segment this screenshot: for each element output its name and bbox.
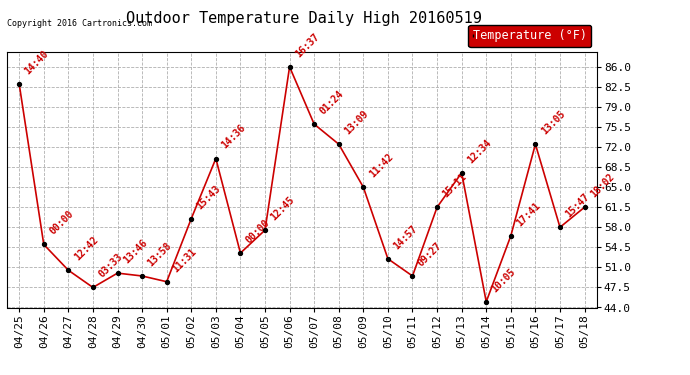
Point xyxy=(382,256,393,262)
Point xyxy=(186,216,197,222)
Point xyxy=(333,141,344,147)
Text: 13:09: 13:09 xyxy=(342,109,371,136)
Text: 03:33: 03:33 xyxy=(97,252,124,280)
Text: Copyright 2016 Cartronics.com: Copyright 2016 Cartronics.com xyxy=(7,20,152,28)
Point xyxy=(14,81,25,87)
Text: 14:36: 14:36 xyxy=(219,123,248,151)
Text: 00:00: 00:00 xyxy=(48,209,75,237)
Point xyxy=(308,121,319,127)
Text: 14:40: 14:40 xyxy=(23,48,51,76)
Point xyxy=(88,285,99,291)
Text: 01:24: 01:24 xyxy=(318,88,346,117)
Text: 15:43: 15:43 xyxy=(195,183,223,211)
Text: 15:47: 15:47 xyxy=(564,192,591,220)
Point xyxy=(456,170,467,176)
Point xyxy=(38,242,49,248)
Text: 11:42: 11:42 xyxy=(367,152,395,180)
Point xyxy=(431,204,442,210)
Point xyxy=(63,267,74,273)
Text: 13:46: 13:46 xyxy=(121,238,149,266)
Text: 12:45: 12:45 xyxy=(268,195,297,222)
Point xyxy=(555,224,566,230)
Point xyxy=(210,156,221,162)
Text: 10:05: 10:05 xyxy=(490,266,518,294)
Text: 18:02: 18:02 xyxy=(589,172,616,200)
Text: Outdoor Temperature Daily High 20160519: Outdoor Temperature Daily High 20160519 xyxy=(126,11,482,26)
Point xyxy=(358,184,369,190)
Point xyxy=(284,64,295,70)
Legend: Temperature (°F): Temperature (°F) xyxy=(469,25,591,47)
Text: 12:42: 12:42 xyxy=(72,235,100,262)
Text: 13:58: 13:58 xyxy=(146,240,174,268)
Text: 14:57: 14:57 xyxy=(392,223,420,251)
Point xyxy=(112,270,123,276)
Point xyxy=(137,273,148,279)
Point xyxy=(579,204,590,210)
Point xyxy=(505,233,516,239)
Text: 15:11: 15:11 xyxy=(441,172,469,200)
Point xyxy=(407,273,418,279)
Point xyxy=(235,250,246,256)
Text: 12:34: 12:34 xyxy=(465,137,493,165)
Point xyxy=(161,279,172,285)
Point xyxy=(259,227,270,233)
Text: 09:27: 09:27 xyxy=(416,240,444,268)
Text: 13:05: 13:05 xyxy=(539,109,567,136)
Text: 16:37: 16:37 xyxy=(293,32,321,59)
Point xyxy=(481,299,492,305)
Point xyxy=(530,141,541,147)
Text: 17:41: 17:41 xyxy=(515,200,542,228)
Text: 11:31: 11:31 xyxy=(170,246,198,274)
Text: 00:00: 00:00 xyxy=(244,217,272,245)
